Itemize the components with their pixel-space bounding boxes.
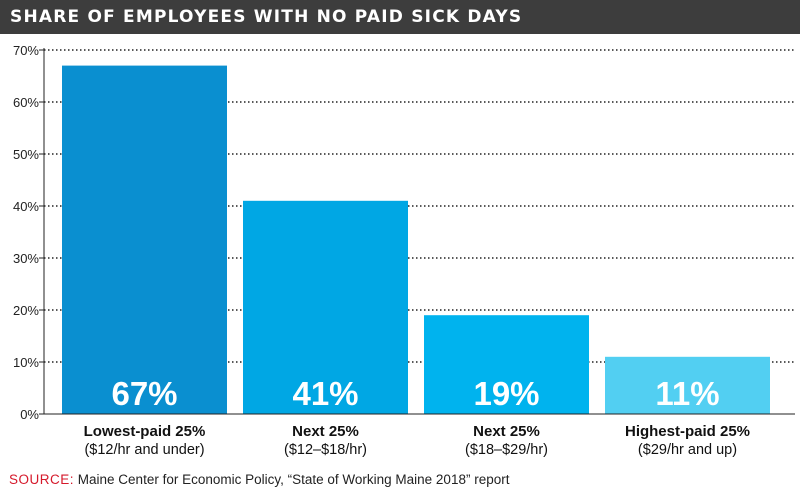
source-text: Maine Center for Economic Policy, “State… bbox=[77, 472, 510, 487]
bar-value-label: 19% bbox=[473, 375, 539, 412]
x-category-detail: ($29/hr and up) bbox=[638, 442, 737, 458]
bar bbox=[424, 315, 589, 414]
bar bbox=[605, 356, 770, 414]
x-category-detail: ($12/hr and under) bbox=[84, 442, 204, 458]
source-label: SOURCE: bbox=[9, 472, 75, 487]
y-tick-label: 50% bbox=[13, 147, 39, 162]
source-note: SOURCE: Maine Center for Economic Policy… bbox=[9, 472, 509, 487]
bar-value-label: 11% bbox=[655, 375, 719, 412]
y-tick-label: 70% bbox=[13, 43, 39, 58]
bar-chart: 0% 10% 20% 30% 40% 50% 60% 70% 67% Lowest-paid 25… bbox=[13, 43, 795, 458]
y-tick-label: 30% bbox=[13, 251, 39, 266]
bar bbox=[62, 65, 227, 414]
y-tick-label: 20% bbox=[13, 303, 39, 318]
x-category-label: Next 25% bbox=[473, 423, 540, 440]
x-category-detail: ($18–$29/hr) bbox=[465, 442, 548, 458]
y-tick-label: 60% bbox=[13, 95, 39, 110]
bar-value-label: 41% bbox=[292, 375, 358, 412]
y-tick-label: 0% bbox=[20, 407, 39, 422]
x-category-label: Lowest-paid 25% bbox=[84, 423, 206, 440]
x-category-detail: ($12–$18/hr) bbox=[284, 442, 367, 458]
x-category-label: Highest-paid 25% bbox=[625, 423, 750, 440]
y-tick-label: 40% bbox=[13, 199, 39, 214]
bar-value-label: 67% bbox=[111, 375, 177, 412]
x-category-label: Next 25% bbox=[292, 423, 359, 440]
chart-title: SHARE OF EMPLOYEES WITH NO PAID SICK DAY… bbox=[0, 0, 800, 34]
bar bbox=[243, 200, 408, 414]
y-tick-label: 10% bbox=[13, 355, 39, 370]
